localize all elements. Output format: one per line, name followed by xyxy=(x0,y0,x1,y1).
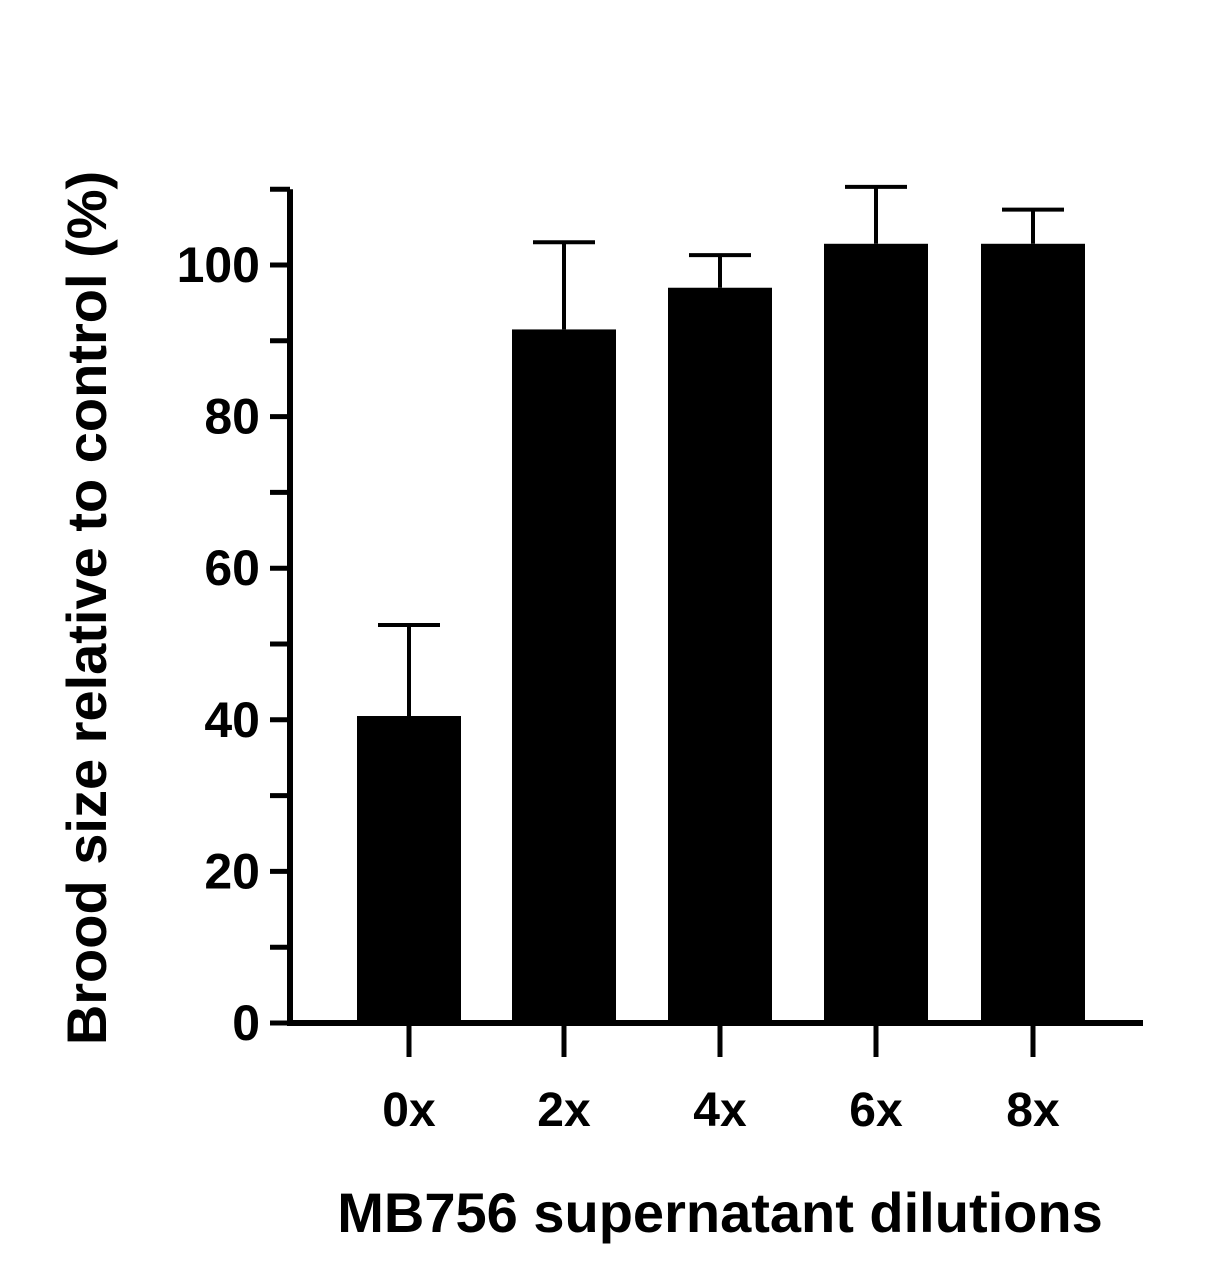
y-tick-label-40: 40 xyxy=(204,692,260,748)
y-ticks-group: 0 20 40 60 80 100 xyxy=(177,186,290,1051)
x-axis-title: MB756 supernatant dilutions xyxy=(337,1181,1102,1244)
x-ticks-group: 0x 2x 4x 6x 8x xyxy=(382,1023,1060,1137)
x-tick-label-2x: 2x xyxy=(537,1084,591,1137)
y-tick-label-0: 0 xyxy=(232,995,260,1051)
y-axis-title: Brood size relative to control (%) xyxy=(55,171,118,1045)
bar-6x xyxy=(824,243,928,1023)
bars-group xyxy=(357,243,1085,1023)
y-tick-label-100: 100 xyxy=(177,237,260,293)
x-tick-label-0x: 0x xyxy=(382,1084,436,1137)
bar-0x xyxy=(357,716,461,1023)
y-tick-label-80: 80 xyxy=(204,389,260,445)
bar-2x xyxy=(512,329,616,1023)
x-tick-label-6x: 6x xyxy=(849,1084,903,1137)
y-tick-label-60: 60 xyxy=(204,540,260,596)
bar-4x xyxy=(668,287,772,1023)
y-tick-label-20: 20 xyxy=(204,843,260,899)
error-bars-group xyxy=(378,184,1064,717)
x-tick-label-4x: 4x xyxy=(693,1084,747,1137)
bar-8x xyxy=(981,243,1085,1023)
x-tick-label-8x: 8x xyxy=(1006,1084,1060,1137)
axes-group xyxy=(287,189,1143,1026)
